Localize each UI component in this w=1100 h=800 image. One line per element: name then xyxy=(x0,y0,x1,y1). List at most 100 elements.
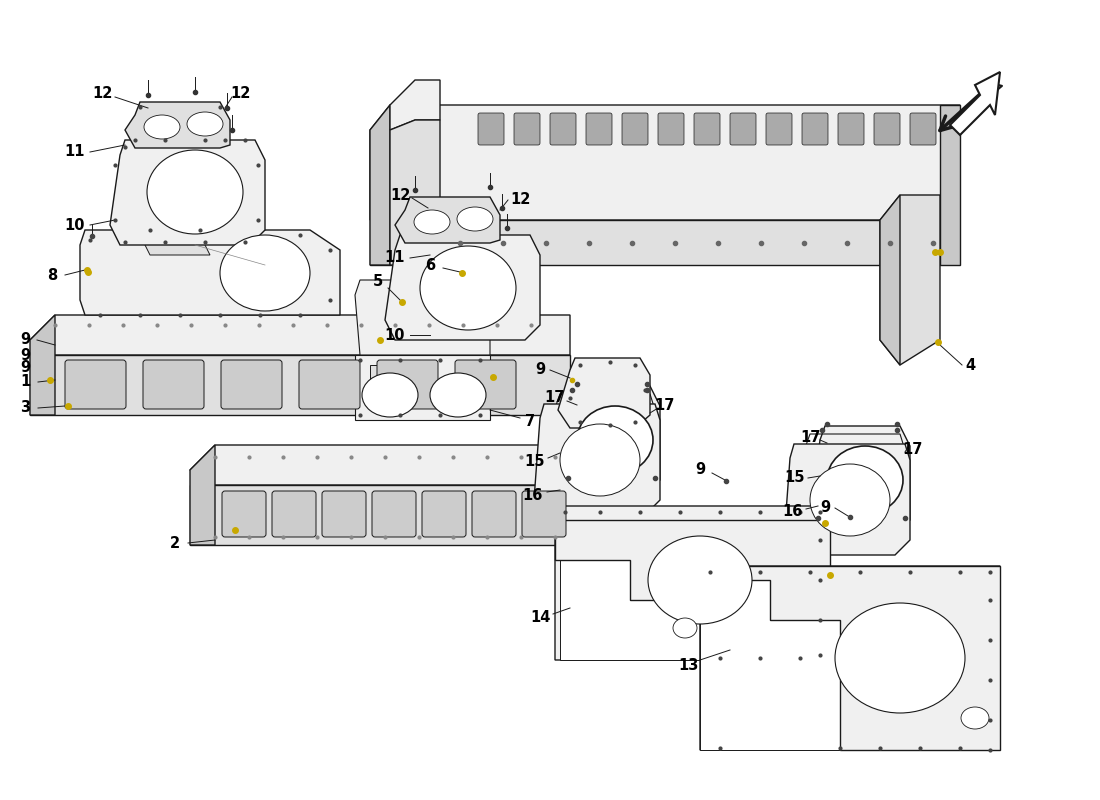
FancyBboxPatch shape xyxy=(299,360,360,409)
Polygon shape xyxy=(534,404,660,515)
FancyBboxPatch shape xyxy=(621,113,648,145)
Polygon shape xyxy=(940,105,960,265)
Ellipse shape xyxy=(420,246,516,330)
Polygon shape xyxy=(588,115,610,143)
Ellipse shape xyxy=(220,235,310,311)
Text: 12: 12 xyxy=(92,86,113,102)
FancyBboxPatch shape xyxy=(910,113,936,145)
Ellipse shape xyxy=(673,618,697,638)
Text: 6: 6 xyxy=(425,258,436,273)
Ellipse shape xyxy=(961,707,989,729)
Polygon shape xyxy=(556,520,830,660)
Polygon shape xyxy=(480,115,502,143)
FancyBboxPatch shape xyxy=(550,113,576,145)
Text: 16: 16 xyxy=(521,487,542,502)
Text: 15: 15 xyxy=(525,454,546,470)
Polygon shape xyxy=(732,115,754,143)
Ellipse shape xyxy=(456,207,493,231)
Polygon shape xyxy=(370,105,390,265)
FancyBboxPatch shape xyxy=(455,360,516,409)
Polygon shape xyxy=(880,195,900,365)
FancyBboxPatch shape xyxy=(730,113,756,145)
Text: 3: 3 xyxy=(20,401,30,415)
Text: 17: 17 xyxy=(544,390,565,406)
Ellipse shape xyxy=(835,603,965,713)
Polygon shape xyxy=(390,80,440,130)
Polygon shape xyxy=(190,445,590,485)
Polygon shape xyxy=(552,115,574,143)
Polygon shape xyxy=(876,115,898,143)
Polygon shape xyxy=(560,386,660,495)
Text: 16: 16 xyxy=(783,505,803,519)
Polygon shape xyxy=(125,102,230,148)
Polygon shape xyxy=(784,444,910,555)
Ellipse shape xyxy=(147,150,243,234)
Text: 17: 17 xyxy=(800,430,821,445)
Polygon shape xyxy=(660,115,682,143)
Polygon shape xyxy=(140,235,210,255)
Ellipse shape xyxy=(560,424,640,496)
Polygon shape xyxy=(30,315,55,415)
Text: 10: 10 xyxy=(65,218,86,233)
Text: 12: 12 xyxy=(389,187,410,202)
FancyBboxPatch shape xyxy=(838,113,864,145)
Text: 5: 5 xyxy=(373,274,383,290)
Polygon shape xyxy=(370,365,415,385)
Text: 17: 17 xyxy=(654,398,675,413)
Polygon shape xyxy=(30,355,570,415)
Text: 11: 11 xyxy=(65,145,86,159)
FancyBboxPatch shape xyxy=(514,113,540,145)
Polygon shape xyxy=(700,566,1000,750)
FancyBboxPatch shape xyxy=(143,360,204,409)
Polygon shape xyxy=(370,105,960,220)
FancyBboxPatch shape xyxy=(522,491,566,537)
Text: 7: 7 xyxy=(525,414,535,430)
FancyBboxPatch shape xyxy=(478,113,504,145)
Text: 11: 11 xyxy=(385,250,405,266)
FancyBboxPatch shape xyxy=(221,360,282,409)
Polygon shape xyxy=(30,315,570,355)
FancyBboxPatch shape xyxy=(65,360,126,409)
Polygon shape xyxy=(395,197,500,243)
Polygon shape xyxy=(110,140,265,245)
Polygon shape xyxy=(80,230,340,315)
Polygon shape xyxy=(840,115,862,143)
FancyBboxPatch shape xyxy=(694,113,720,145)
Ellipse shape xyxy=(362,373,418,417)
Text: 1: 1 xyxy=(20,374,30,390)
Polygon shape xyxy=(355,355,490,420)
FancyBboxPatch shape xyxy=(472,491,516,537)
Ellipse shape xyxy=(414,210,450,234)
FancyBboxPatch shape xyxy=(874,113,900,145)
FancyBboxPatch shape xyxy=(422,491,466,537)
Polygon shape xyxy=(385,235,540,340)
FancyBboxPatch shape xyxy=(766,113,792,145)
Text: 9: 9 xyxy=(20,361,30,375)
Text: 9: 9 xyxy=(695,462,705,478)
Text: 9: 9 xyxy=(20,347,30,362)
Text: 12: 12 xyxy=(509,193,530,207)
Ellipse shape xyxy=(648,536,752,624)
Polygon shape xyxy=(558,358,650,428)
Ellipse shape xyxy=(578,406,653,474)
FancyBboxPatch shape xyxy=(586,113,612,145)
Polygon shape xyxy=(950,72,1000,135)
Polygon shape xyxy=(912,115,934,143)
Text: 17: 17 xyxy=(902,442,922,458)
FancyBboxPatch shape xyxy=(322,491,366,537)
Polygon shape xyxy=(355,280,490,355)
FancyBboxPatch shape xyxy=(372,491,416,537)
Text: 10: 10 xyxy=(385,327,405,342)
Text: 2: 2 xyxy=(169,535,180,550)
Polygon shape xyxy=(804,115,826,143)
Polygon shape xyxy=(768,115,790,143)
Text: 9: 9 xyxy=(820,501,830,515)
Polygon shape xyxy=(516,115,538,143)
Text: 13: 13 xyxy=(678,658,698,673)
Text: 12: 12 xyxy=(230,86,250,101)
Polygon shape xyxy=(190,445,214,545)
FancyBboxPatch shape xyxy=(222,491,266,537)
FancyBboxPatch shape xyxy=(377,360,438,409)
Polygon shape xyxy=(700,580,840,750)
FancyBboxPatch shape xyxy=(272,491,316,537)
